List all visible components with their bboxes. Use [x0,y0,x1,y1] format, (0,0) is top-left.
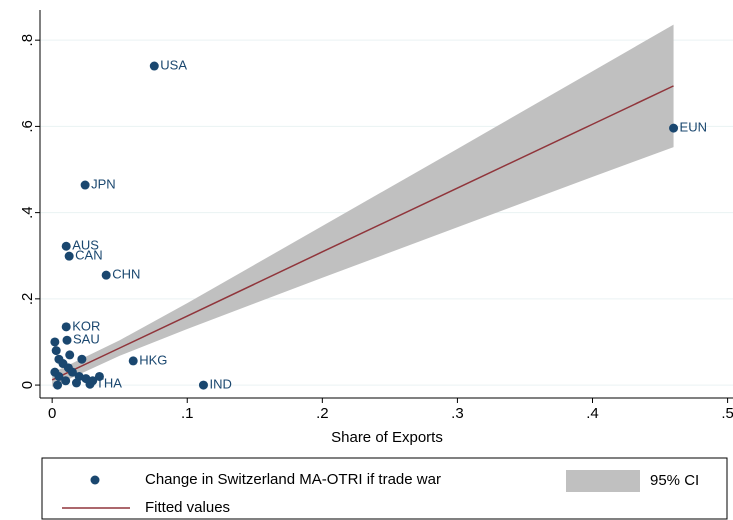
point [128,356,138,366]
x-tick-label: 0 [48,405,56,422]
point [101,270,111,280]
y-tick-label: .4 [19,206,36,219]
x-axis-title: Share of Exports [331,429,443,446]
point [53,380,63,390]
point-label: EUN [680,120,707,135]
point [669,123,679,133]
point [50,367,60,377]
y-tick-label: 0 [19,381,36,389]
ci-band [52,24,674,387]
legend-label: Fitted values [145,499,230,516]
x-tick-label: .4 [586,405,599,422]
point-label: AUS [72,238,99,253]
point [88,376,98,386]
legend-entries: Change in Switzerland MA-OTRI if trade w… [62,470,699,516]
point [61,376,71,386]
fit-line [51,85,674,381]
legend-label: Change in Switzerland MA-OTRI if trade w… [145,471,441,488]
legend-swatch [566,470,640,492]
point [61,241,71,251]
point-label: CAN [75,248,102,263]
y-tick-label: .6 [19,120,36,133]
point-label: IND [209,377,231,392]
y-tick-label: .8 [19,34,36,47]
point [77,354,87,364]
point [65,350,75,360]
y-tick-label: .2 [19,293,36,306]
point [67,367,77,377]
point [61,322,71,332]
x-tick-label: .2 [316,405,329,422]
point-label: SAU [73,332,100,347]
x-tick-label: .1 [181,405,194,422]
point-label: CHN [112,267,140,282]
point [198,380,208,390]
x-tick-label: .5 [721,405,733,422]
point [50,337,60,347]
point [94,371,104,381]
point [149,61,159,71]
point [71,378,81,388]
point [62,335,72,345]
point-label: HKG [139,352,167,367]
point-label: KOR [72,318,100,333]
x-tick-label: .3 [451,405,464,422]
legend-label: 95% CI [650,472,699,489]
point [80,180,90,190]
point-label: JPN [91,176,116,191]
point [81,374,91,384]
legend-marker [90,475,100,485]
point [51,346,61,356]
point-label: USA [160,57,187,72]
point [64,251,74,261]
